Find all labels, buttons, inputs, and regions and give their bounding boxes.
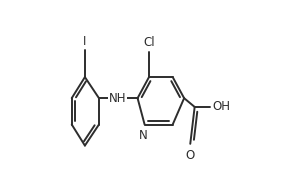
Text: Cl: Cl bbox=[143, 36, 155, 49]
Text: OH: OH bbox=[212, 100, 230, 113]
Text: O: O bbox=[186, 149, 195, 162]
Text: NH: NH bbox=[109, 92, 126, 105]
Text: I: I bbox=[83, 35, 87, 48]
Text: N: N bbox=[139, 129, 148, 142]
